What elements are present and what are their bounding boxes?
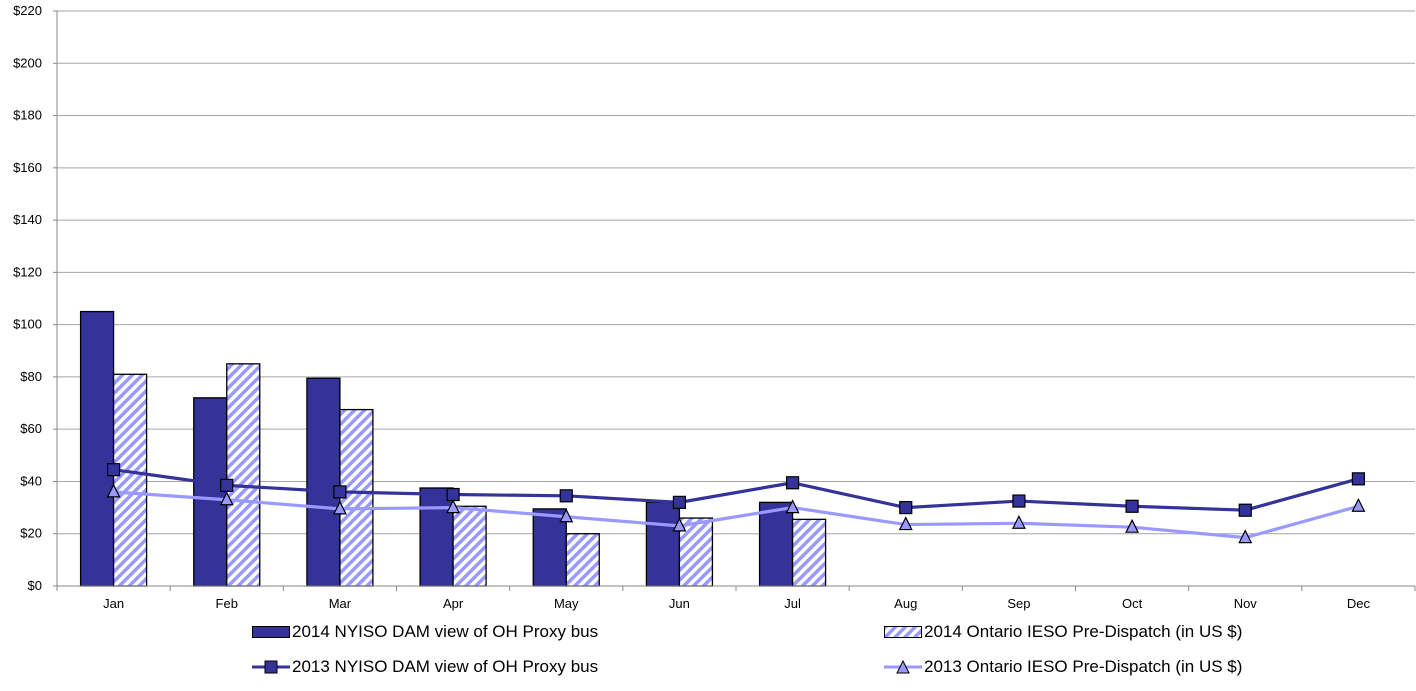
y-tick-label: $220 <box>13 3 42 18</box>
y-tick-label: $80 <box>20 369 42 384</box>
y-tick-label: $0 <box>28 578 42 593</box>
x-tick-label: Oct <box>1122 596 1143 611</box>
x-tick-label: Jan <box>103 596 124 611</box>
x-tick-label: Jun <box>669 596 690 611</box>
y-tick-label: $40 <box>20 473 42 488</box>
y-tick-label: $200 <box>13 55 42 70</box>
legend-swatch-bar1 <box>252 626 290 638</box>
point-2013-ieso <box>332 500 347 515</box>
gridlines <box>57 10 1415 535</box>
bar-2014-ieso <box>791 518 827 587</box>
legend-swatch-bar2 <box>884 626 922 638</box>
y-tick-label: $100 <box>13 317 42 332</box>
point-2013-nyiso <box>446 487 460 502</box>
legend-label-line2: 2013 Ontario IESO Pre-Dispatch (in US $) <box>924 657 1243 676</box>
legend-item-line2: 2013 Ontario IESO Pre-Dispatch (in US $) <box>884 657 1242 677</box>
x-tick-label: Jul <box>784 596 801 611</box>
bar-2014-nyiso <box>306 377 341 587</box>
bar-2014-ieso <box>226 363 261 587</box>
x-tick-label: Aug <box>894 596 917 611</box>
point-2013-ieso <box>559 508 574 523</box>
y-tick-label: $140 <box>13 212 42 227</box>
point-2013-ieso <box>898 516 913 531</box>
x-tick-label: May <box>554 596 579 611</box>
point-2013-ieso <box>1125 518 1140 533</box>
point-2013-nyiso <box>785 476 800 490</box>
legend-item-line1: 2013 NYISO DAM view of OH Proxy bus <box>252 657 598 677</box>
y-tick-label: $120 <box>13 264 42 279</box>
point-2013-ieso <box>1351 497 1366 512</box>
point-2013-nyiso <box>106 463 121 477</box>
y-tick-label: $20 <box>20 526 42 541</box>
line-2013-ieso <box>113 490 1359 540</box>
legend-item-bar2: 2014 Ontario IESO Pre-Dispatch (in US $) <box>884 622 1242 642</box>
point-2013-ieso <box>446 499 461 514</box>
bars <box>79 310 827 587</box>
x-tick-label: Sep <box>1007 596 1030 611</box>
bar-2014-nyiso <box>645 501 681 587</box>
point-2013-ieso <box>672 517 687 532</box>
legend-label-bar1: 2014 NYISO DAM view of OH Proxy bus <box>292 622 599 641</box>
bar-2014-ieso <box>452 505 487 587</box>
point-2013-nyiso <box>559 489 573 503</box>
line-2013-nyiso <box>113 468 1359 512</box>
point-2013-nyiso <box>1238 503 1252 517</box>
point-2013-nyiso <box>672 495 687 509</box>
bar-2014-nyiso <box>419 487 454 587</box>
point-2013-nyiso <box>1351 472 1366 486</box>
y-tick-label: $60 <box>20 421 42 436</box>
point-2013-ieso <box>785 499 800 514</box>
bar-2014-ieso <box>112 373 148 587</box>
y-axis-ticks: $0 $20 $40 $60 $80 $100 $120 $140 $160 $180 $200 $2… <box>13 3 42 593</box>
point-2013-ieso <box>1238 529 1253 544</box>
x-tick-label: Nov <box>1234 596 1258 611</box>
point-2013-nyiso <box>899 500 913 515</box>
bar-2014-ieso <box>565 533 600 587</box>
lines <box>106 463 1366 544</box>
legend-item-bar1: 2014 NYISO DAM view of OH Proxy bus <box>252 622 598 642</box>
x-tick-label: Dec <box>1347 596 1371 611</box>
legend-label-line1: 2013 NYISO DAM view of OH Proxy bus <box>292 657 599 676</box>
x-tick-label: Feb <box>216 596 238 611</box>
x-axis-ticks: Jan Feb Mar Apr May Jun Jul Aug Sep Oct Nov Dec <box>103 596 1370 611</box>
point-2013-nyiso <box>220 478 234 492</box>
y-tick-label: $160 <box>13 160 42 175</box>
axes <box>53 10 1416 591</box>
point-2013-nyiso <box>1125 499 1139 513</box>
legend-swatch-line1 <box>252 660 290 674</box>
bar-2014-nyiso <box>758 501 794 587</box>
point-2013-nyiso <box>1012 494 1026 508</box>
point-2013-ieso <box>1011 514 1026 529</box>
y-tick-label: $180 <box>13 108 42 123</box>
x-tick-label: Mar <box>329 596 352 611</box>
legend-swatch-line2 <box>884 659 922 674</box>
point-2013-ieso <box>106 483 121 498</box>
point-2013-nyiso <box>333 485 347 499</box>
x-tick-label: Apr <box>443 596 464 611</box>
bar-2014-nyiso <box>79 310 115 587</box>
legend-label-bar2: 2014 Ontario IESO Pre-Dispatch (in US $) <box>924 622 1243 641</box>
point-2013-ieso <box>219 491 234 506</box>
